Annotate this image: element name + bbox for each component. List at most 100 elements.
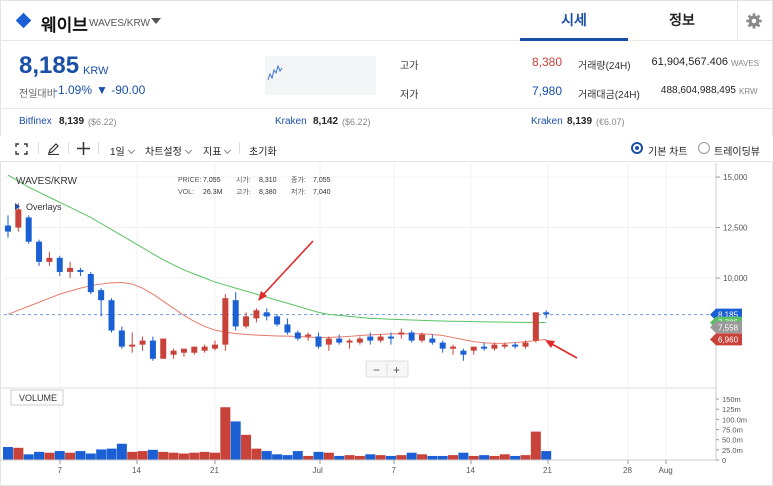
candle-body [305,334,312,337]
volume-tick-label: 0 [722,456,726,465]
volume-bar [261,451,272,460]
volume-unit: WAVES [731,59,760,68]
exchange-name[interactable]: Bitfinex [19,116,52,127]
candle-body [460,350,467,355]
volume-bar [147,449,158,460]
volume-bar [406,452,417,460]
exchange-name[interactable]: Kraken [275,116,307,127]
candle-body [108,300,115,331]
candle-body [367,336,374,341]
volume-bar [178,453,189,460]
x-tick-label: 14 [466,466,475,475]
coin-pair[interactable]: WAVES/KRW [89,18,150,29]
volume-bar [75,451,86,460]
candle-body [149,340,156,359]
volume-bar [158,451,169,460]
candle-body [325,338,332,345]
price-tick-label: 12,500 [723,224,748,233]
tab-price[interactable]: 시세 [520,0,628,41]
zoom-in-button[interactable]: + [393,363,400,377]
tradingview-label[interactable]: 트레이딩뷰 [714,147,760,158]
tab-info[interactable]: 정보 [669,12,695,28]
high-value: 8,380 [531,55,562,69]
legend-open-value: 8,310 [259,177,277,184]
zoom-out-button[interactable]: − [373,363,380,377]
candle-body [274,316,281,325]
indicator-label: 지표 [203,147,222,158]
gear-icon[interactable] [745,12,763,30]
volume-bar [458,452,469,460]
volume-bar [241,434,252,460]
volume-bar [479,455,490,460]
volume-value: 61,904,567.406 [651,56,728,68]
price-badge-label: 7,558 [718,323,739,332]
volume-bar [427,455,438,460]
candle-body [98,290,105,301]
volume-bar [437,455,448,460]
candle-body [191,346,198,353]
basic-chart-label[interactable]: 기본 차트 [648,147,688,158]
volume-bar [54,451,65,460]
exchange-usd: ($6.22) [342,117,371,127]
chart-settings-label: 차트설정 [145,147,182,158]
x-tick-label: Aug [659,466,673,475]
interval-select[interactable]: 1일 [110,143,135,158]
price-badge-label: 8,185 [718,311,739,320]
pencil-icon[interactable] [47,142,60,155]
candle-body [398,332,405,335]
candle-body [543,312,550,315]
candle-body [512,344,519,347]
volume-bar [34,451,45,460]
candle-body [470,346,477,351]
candle-body [387,336,394,339]
diamond-icon [15,12,32,29]
overlays-toggle[interactable]: Overlays [26,202,62,212]
volume-bar [375,455,386,460]
candle-body [118,330,125,347]
candle-body [501,344,508,347]
crosshair-icon[interactable] [77,142,90,155]
chevron-down-icon[interactable] [151,18,161,24]
legend-vol-label: VOL: [178,189,194,196]
basic-chart-radio[interactable] [631,142,643,154]
toolbar-divider [98,142,99,154]
indicator-menu[interactable]: 지표 [203,143,232,158]
amount-unit: KRW [739,87,758,96]
exchange-name[interactable]: Kraken [531,116,563,127]
exchange-price: 8,139 [59,116,85,127]
chart-symbol: WAVES/KRW [16,176,77,187]
volume-bar [530,431,541,460]
volume-bar [520,455,531,460]
chart-toolbar [0,136,773,162]
interval-label: 1일 [110,147,125,158]
zoom-controls: − + [365,360,409,378]
candle-body [160,338,167,359]
x-tick-label: 21 [210,466,219,475]
candle-body [87,273,94,293]
volume-bar [220,407,231,460]
toolbar-divider [38,142,39,154]
volume-bar [65,452,76,460]
chart-settings-menu[interactable]: 차트설정 [145,143,192,158]
exchange-usd: ($6.22) [88,117,117,127]
reset-button[interactable]: 초기화 [249,147,277,158]
chevron-down-icon [127,146,135,155]
volume-bar [489,455,500,460]
divider [0,108,773,109]
play-icon[interactable] [15,203,20,210]
moving-averages [7,174,547,344]
tradingview-radio[interactable] [698,142,710,154]
tab-divider [737,0,738,41]
volume-bar [365,454,376,460]
volume-bar [448,455,459,460]
volume-bar [85,453,96,460]
coin-name[interactable]: 웨이브 [41,16,88,35]
candle-body [243,316,250,327]
candle-body [522,342,529,347]
sparkline [267,64,283,81]
fullscreen-icon[interactable] [15,143,28,155]
candle-body [356,338,363,343]
candle-body [201,346,208,351]
amount-label: 거래대금(24H) [578,90,640,101]
